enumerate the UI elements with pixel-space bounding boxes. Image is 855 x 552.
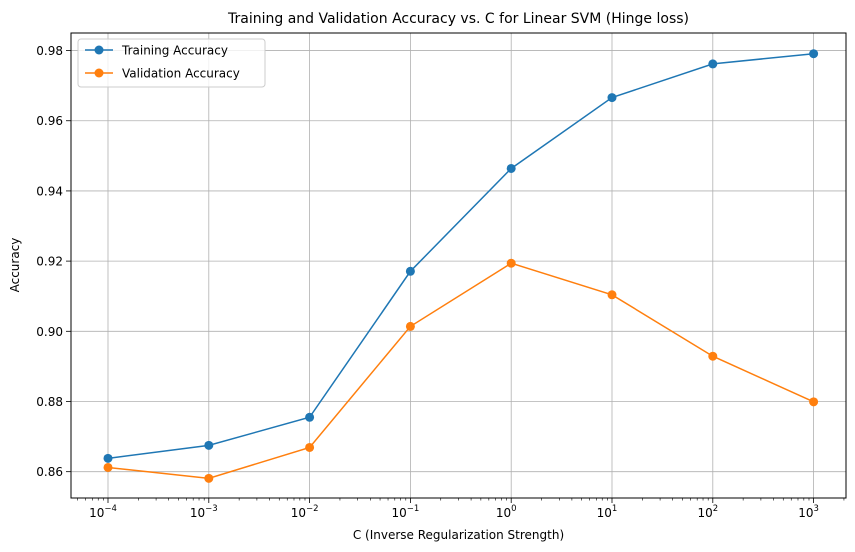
x-tick-label: 102 (697, 504, 718, 520)
x-tick-label: 10−4 (89, 504, 117, 520)
grid (71, 33, 846, 498)
data-point-training (405, 266, 415, 276)
data-point-validation (405, 321, 415, 331)
x-tick-label: 100 (496, 504, 517, 520)
data-point-validation (204, 473, 214, 483)
legend-label-validation: Validation Accuracy (122, 67, 240, 81)
data-point-validation (103, 462, 113, 472)
data-point-validation (506, 258, 516, 268)
x-tick-label: 10−2 (291, 504, 319, 520)
data-point-training (204, 440, 214, 450)
y-tick-label: 0.92 (36, 255, 63, 269)
y-tick-label: 0.88 (36, 395, 63, 409)
data-point-validation (305, 442, 315, 452)
x-axis: 10−4 10−3 10−2 10−1 100 101 102 103 (77, 498, 845, 520)
y-tick-label: 0.94 (36, 184, 63, 198)
data-point-training (607, 93, 617, 103)
y-axis: 0.86 0.88 0.90 0.92 0.94 0.96 0.98 (36, 44, 71, 479)
x-tick-label: 103 (798, 504, 819, 520)
x-tick-label: 10−3 (190, 504, 218, 520)
data-point-validation (809, 397, 819, 407)
data-point-training (708, 59, 718, 69)
y-tick-label: 0.90 (36, 325, 63, 339)
legend-box (77, 38, 266, 88)
data-point-validation (607, 290, 617, 300)
data-point-training (305, 412, 315, 422)
series-line-validation (107, 262, 814, 480)
chart-title: Training and Validation Accuracy vs. C f… (227, 11, 689, 27)
series-layer (103, 49, 819, 483)
x-tick-label: 10−1 (391, 504, 419, 520)
legend: Training Accuracy Validation Accuracy (77, 38, 266, 88)
y-axis-label: Accuracy (8, 238, 22, 293)
y-tick-label: 0.86 (36, 465, 63, 479)
series-line-training (107, 52, 814, 460)
data-point-validation (708, 351, 718, 361)
data-point-training (809, 49, 819, 59)
legend-label-training: Training Accuracy (121, 44, 228, 58)
x-tick-label: 101 (597, 504, 618, 520)
x-axis-label: C (Inverse Regularization Strength) (353, 528, 564, 542)
legend-marker-training (94, 45, 104, 55)
y-tick-label: 0.98 (36, 44, 63, 58)
y-tick-label: 0.96 (36, 114, 63, 128)
data-point-training (506, 163, 516, 173)
data-point-training (103, 453, 113, 463)
legend-marker-validation (94, 68, 104, 78)
